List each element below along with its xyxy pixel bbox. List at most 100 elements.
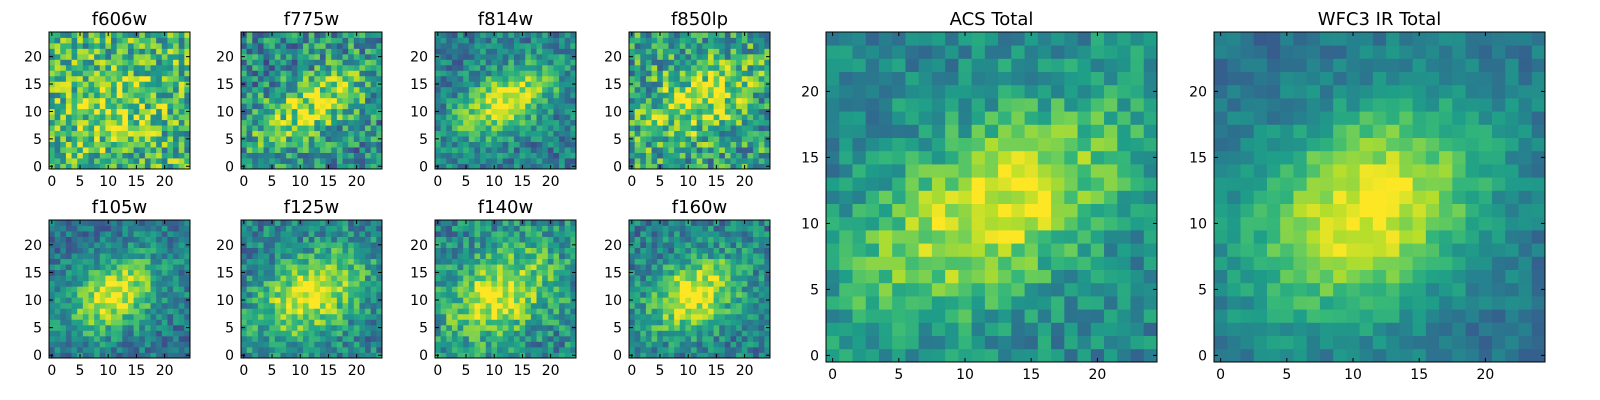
heatmap-cell <box>314 158 321 164</box>
heatmap-cell <box>457 308 464 315</box>
heatmap-cell <box>274 70 281 77</box>
heatmap-cell <box>519 152 526 159</box>
heatmap-cell <box>82 119 89 126</box>
heatmap-cell <box>297 136 304 142</box>
heatmap-cell <box>252 308 259 315</box>
heatmap-cell <box>553 242 560 248</box>
heatmap-cell <box>54 231 61 237</box>
heatmap-cell <box>336 108 343 115</box>
heatmap-cell <box>530 341 537 348</box>
heatmap-cell <box>657 330 664 337</box>
heatmap-cell <box>468 258 475 265</box>
heatmap-cell <box>325 225 332 232</box>
heatmap-cell <box>668 53 675 60</box>
heatmap-cell <box>246 114 253 121</box>
heatmap-cell <box>525 346 532 353</box>
heatmap-cell <box>308 346 315 353</box>
heatmap-cell <box>525 92 532 99</box>
heatmap-cell <box>178 330 185 337</box>
heatmap-cell <box>736 53 743 60</box>
heatmap-cell <box>491 313 498 320</box>
heatmap-cell <box>753 330 760 337</box>
heatmap-cell <box>508 97 515 104</box>
heatmap-cell <box>359 341 366 348</box>
heatmap-cell <box>559 32 566 38</box>
heatmap-cell <box>634 32 641 38</box>
heatmap-cell <box>480 352 487 359</box>
heatmap-cell <box>446 86 453 93</box>
heatmap-cell <box>144 269 151 276</box>
heatmap-cell <box>753 319 760 326</box>
heatmap-cell <box>319 313 326 320</box>
heatmap-cell <box>741 286 748 293</box>
heatmap-cell <box>480 258 487 265</box>
heatmap-cell <box>167 308 174 315</box>
heatmap-cell <box>457 59 464 66</box>
heatmap-cell <box>133 70 140 77</box>
heatmap-cell <box>530 253 537 260</box>
heatmap-cell <box>156 319 163 326</box>
heatmap-cell <box>82 335 89 342</box>
heatmap-cell <box>133 253 140 260</box>
heatmap-cell <box>156 32 163 38</box>
heatmap-cell <box>674 92 681 99</box>
heatmap-cell <box>365 75 372 82</box>
heatmap-cell <box>451 302 458 309</box>
heatmap-cell <box>82 125 89 132</box>
heatmap-cell <box>274 308 281 315</box>
heatmap-cell <box>570 130 577 137</box>
heatmap-cell <box>60 264 67 271</box>
heatmap-cell <box>730 275 737 282</box>
heatmap-cell <box>435 346 442 353</box>
heatmap-cell <box>668 275 675 282</box>
heatmap-cell <box>463 236 470 243</box>
heatmap-cell <box>353 269 360 276</box>
heatmap-cell <box>640 319 647 326</box>
heatmap-cell <box>342 86 349 93</box>
heatmap-cell <box>662 313 669 320</box>
heatmap-cell <box>348 136 355 142</box>
heatmap-cell <box>319 297 326 304</box>
heatmap-cell <box>468 324 475 331</box>
heatmap-cell <box>314 236 321 243</box>
heatmap-cell <box>342 108 349 115</box>
heatmap-cell <box>280 130 287 137</box>
heatmap-cell <box>480 97 487 104</box>
heatmap-cell <box>645 81 652 88</box>
heatmap-cell <box>376 86 383 93</box>
heatmap-cell <box>559 163 566 170</box>
heatmap-cell <box>640 53 647 60</box>
heatmap-cell <box>173 341 180 348</box>
heatmap-cell <box>741 280 748 287</box>
heatmap-cell <box>645 97 652 104</box>
heatmap-cell <box>246 220 253 226</box>
heatmap-cell <box>325 324 332 331</box>
heatmap-cell <box>291 108 298 115</box>
heatmap-cell <box>679 163 686 170</box>
heatmap-cell <box>280 231 287 237</box>
heatmap-cell <box>730 32 737 38</box>
heatmap-cell <box>485 297 492 304</box>
heatmap-cell <box>178 119 185 126</box>
heatmap-cell <box>173 152 180 159</box>
heatmap-cell <box>178 70 185 77</box>
heatmap-cell <box>451 335 458 342</box>
heatmap-cell <box>71 247 78 254</box>
heatmap-cell <box>651 346 658 353</box>
heatmap-cell <box>252 291 259 298</box>
heatmap-cell <box>263 86 270 93</box>
heatmap-cell <box>513 313 520 320</box>
heatmap-cell <box>331 64 338 71</box>
heatmap-cell <box>645 341 652 348</box>
heatmap-cell <box>634 346 641 353</box>
heatmap-cell <box>570 220 577 226</box>
heatmap-cell <box>702 64 709 71</box>
heatmap-cell <box>696 114 703 121</box>
heatmap-cell <box>111 335 118 342</box>
heatmap-cell <box>94 42 101 49</box>
heatmap-cell <box>570 141 577 148</box>
heatmap-cell <box>291 264 298 271</box>
heatmap-cell <box>553 253 560 260</box>
heatmap-cell <box>49 302 56 309</box>
heatmap-cell <box>167 37 174 44</box>
